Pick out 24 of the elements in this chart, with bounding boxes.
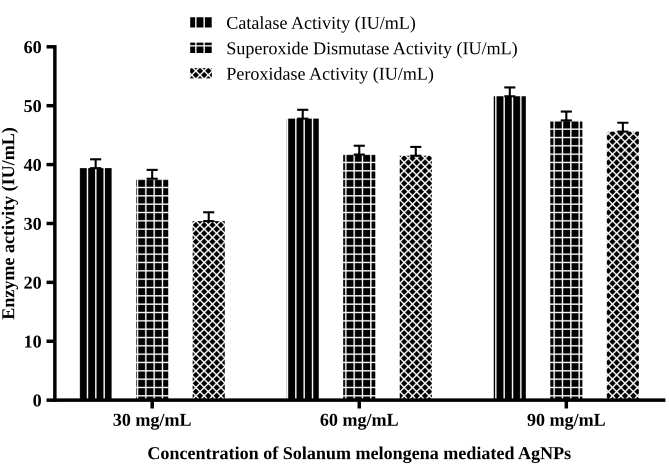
bar	[400, 156, 432, 400]
y-axis-title: Enzyme activity (IU/mL)	[2, 128, 18, 320]
bar	[192, 221, 225, 400]
bar	[550, 120, 582, 400]
bar	[343, 154, 376, 400]
x-axis-title: Concentration of Solanum melongena mediated AgNPs	[148, 446, 571, 464]
bar	[606, 132, 639, 400]
y-tick-label: 0	[33, 394, 41, 407]
x-tick-label: 60 mg/mL	[320, 414, 398, 430]
x-tick-label: 90 mg/mL	[527, 414, 605, 430]
legend-label: Peroxidase Activity (IU/mL)	[226, 67, 434, 84]
y-tick-label: 10	[25, 336, 41, 348]
legend-label: Catalase Activity (IU/mL)	[227, 16, 416, 33]
y-tick-label: 60	[24, 41, 41, 54]
x-tick-label: 30 mg/mL	[113, 414, 191, 430]
bar	[80, 168, 112, 400]
y-tick-label: 50	[24, 100, 41, 112]
bar	[286, 118, 319, 400]
legend-label: Superoxide Dismutase Activity (IU/mL)	[228, 42, 517, 58]
y-tick-label: 20	[24, 276, 41, 289]
bar	[136, 178, 168, 400]
y-tick-label: 30	[24, 218, 41, 230]
bar	[494, 96, 526, 400]
y-tick-label: 40	[24, 158, 41, 172]
